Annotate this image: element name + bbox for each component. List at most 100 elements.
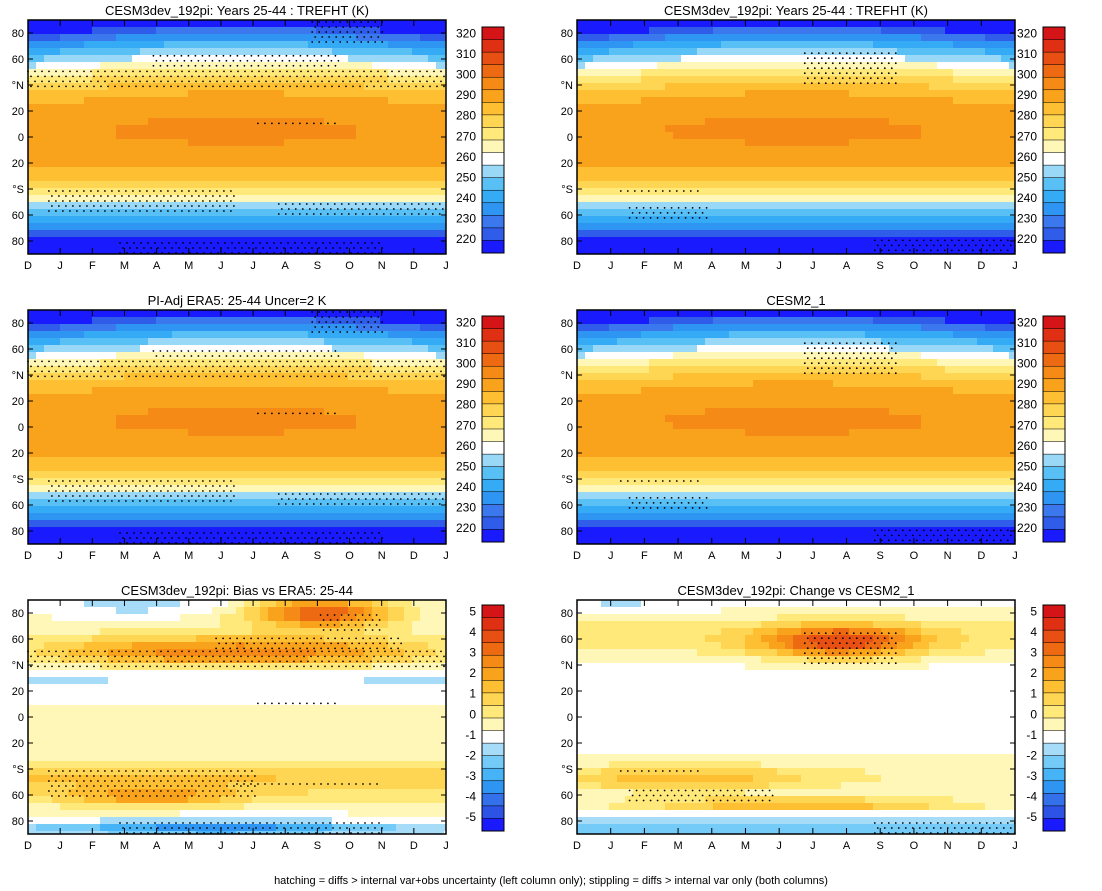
field-cell: [993, 195, 1002, 203]
field-cell: [841, 34, 850, 42]
field-cell: [188, 160, 197, 168]
field-cell: [673, 160, 682, 168]
field-cell: [420, 174, 429, 182]
field-cell: [172, 244, 181, 252]
field-cell: [204, 167, 213, 175]
field-cell: [148, 111, 157, 119]
field-cell: [993, 251, 1002, 255]
field-cell: [1001, 20, 1010, 28]
field-cell: [761, 118, 770, 126]
field-cell: [420, 83, 429, 91]
field-cell: [601, 139, 610, 147]
field-cell: [777, 251, 786, 255]
field-cell: [220, 153, 229, 161]
field-cell: [116, 160, 125, 168]
field-cell: [340, 146, 349, 154]
field-cell: [100, 62, 109, 70]
field-cell: [244, 230, 253, 238]
field-cell: [833, 41, 842, 49]
stipple-dot: [960, 244, 963, 247]
x-tick-label: M: [184, 260, 193, 272]
field-cell: [356, 125, 365, 133]
field-cell: [348, 181, 357, 189]
field-cell: [196, 90, 205, 98]
field-cell: [100, 167, 109, 175]
stipple-dot: [361, 203, 364, 205]
field-cell: [276, 48, 285, 56]
field-cell: [140, 104, 149, 112]
field-cell: [705, 167, 714, 175]
field-cell: [993, 97, 1002, 105]
stipple-dot: [284, 203, 287, 205]
field-cell: [961, 55, 970, 63]
field-cell: [841, 139, 850, 147]
field-cell: [252, 27, 261, 35]
field-cell: [769, 34, 778, 42]
field-cell: [220, 83, 229, 91]
field-cell: [84, 230, 93, 238]
field-cell: [721, 34, 730, 42]
field-cell: [308, 209, 317, 217]
field-cell: [769, 97, 778, 105]
field-cell: [276, 69, 285, 77]
field-cell: [364, 76, 373, 84]
stipple-dot: [384, 70, 386, 73]
field-cell: [833, 76, 842, 84]
stipple-dot: [55, 210, 57, 212]
field-cell: [108, 202, 117, 210]
field-cell: [817, 132, 826, 140]
field-cell: [865, 83, 874, 91]
field-cell: [897, 48, 906, 56]
field-cell: [164, 317, 173, 325]
field-cell: [753, 237, 762, 245]
field-cell: [833, 62, 842, 70]
field-cell: [404, 310, 413, 318]
field-cell: [404, 324, 413, 332]
field-cell: [609, 34, 618, 42]
field-cell: [921, 48, 930, 56]
field-cell: [737, 188, 746, 196]
field-cell: [404, 181, 413, 189]
field-cell: [132, 69, 141, 77]
field-cell: [268, 104, 277, 112]
field-cell: [769, 55, 778, 63]
field-cell: [577, 230, 586, 238]
field-cell: [244, 69, 253, 77]
field-cell: [340, 202, 349, 210]
field-cell: [284, 188, 293, 196]
field-cell: [649, 104, 658, 112]
field-cell: [617, 195, 626, 203]
stipple-dot: [237, 80, 239, 83]
field-cell: [436, 317, 445, 325]
field-cell: [60, 181, 69, 189]
field-cell: [292, 310, 301, 318]
field-cell: [929, 146, 938, 154]
stipple-dot: [121, 195, 123, 197]
field-cell: [793, 104, 802, 112]
field-cell: [196, 237, 205, 245]
field-cell: [68, 230, 77, 238]
stipple-dot: [295, 59, 298, 62]
field-cell: [697, 104, 706, 112]
stipple-dot: [352, 85, 354, 88]
field-cell: [380, 55, 389, 63]
field-cell: [308, 48, 317, 56]
field-cell: [308, 317, 317, 325]
stipple-dot: [349, 26, 352, 28]
field-cell: [148, 244, 157, 252]
field-cell: [681, 181, 690, 189]
field-cell: [36, 111, 45, 119]
field-cell: [801, 62, 810, 70]
field-cell: [985, 174, 994, 182]
field-cell: [921, 244, 930, 252]
field-cell: [809, 97, 818, 105]
field-cell: [713, 139, 722, 147]
stipple-dot: [866, 72, 869, 75]
field-cell: [140, 202, 149, 210]
field-cell: [348, 216, 357, 224]
stipple-dot: [838, 82, 841, 85]
field-cell: [436, 209, 445, 217]
field-cell: [332, 181, 341, 189]
field-cell: [601, 104, 610, 112]
field-cell: [292, 34, 301, 42]
